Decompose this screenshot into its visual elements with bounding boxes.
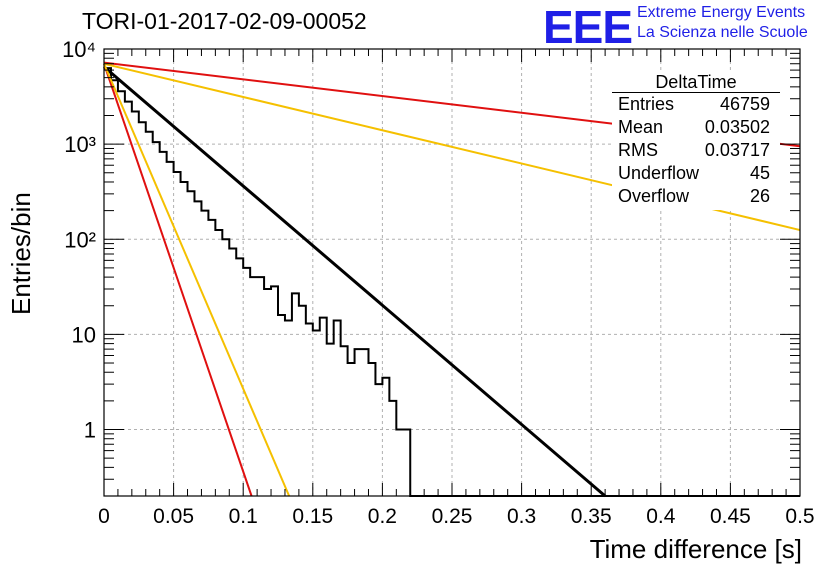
stats-label: RMS (618, 140, 658, 160)
y-axis-label: Entries/bin (6, 192, 36, 315)
x-tick-label: 0.1 (229, 505, 258, 528)
y-tick-label: 10³ (64, 132, 96, 157)
stats-value: 26 (749, 186, 770, 206)
x-tick-label: 0.5 (785, 505, 814, 528)
y-tick-label: 10 (72, 322, 96, 347)
stats-row-mean: Mean 0.03502 (618, 117, 770, 139)
y-tick-label: 1 (84, 418, 96, 443)
x-tick-label: 0.05 (153, 505, 194, 528)
x-tick-label: 0.35 (571, 505, 612, 528)
x-tick-label: 0.3 (507, 505, 536, 528)
stats-row-overflow: Overflow 26 (618, 186, 770, 208)
x-tick-label: 0.15 (292, 505, 333, 528)
x-tick-label: 0.25 (432, 505, 473, 528)
x-tick-label: 0 (98, 505, 110, 528)
stats-label: Entries (618, 94, 675, 114)
stats-row-entries: Entries 46759 (618, 94, 770, 116)
y-tick-label: 10⁴ (62, 37, 96, 62)
stats-value: 0.03502 (704, 117, 770, 137)
chart-title: TORI-01-2017-02-09-00052 (82, 8, 367, 34)
stats-value: 45 (749, 163, 770, 183)
stats-label: Overflow (618, 186, 690, 206)
x-axis-label: Time difference [s] (589, 534, 802, 564)
red-curve (103, 63, 253, 497)
stats-box: DeltaTime Entries 46759 Mean 0.03502 RMS… (612, 70, 780, 210)
axes: 0 0.05 0.1 0.15 0.2 0.25 0.3 0.35 0.4 0.45 0.5 1 10 1… (62, 37, 815, 528)
yellow-curve (103, 63, 291, 497)
plot-frame (103, 48, 801, 497)
stats-row-rms: RMS 0.03717 (618, 140, 770, 162)
x-tick-label: 0.4 (646, 505, 676, 528)
logo-line-1: Extreme Energy Events (637, 4, 806, 21)
stats-label: Mean (618, 117, 664, 137)
stats-title: DeltaTime (655, 72, 737, 92)
stats-title-underline (612, 92, 780, 93)
stats-row-underflow: Underflow 45 (618, 163, 770, 185)
stats-label: Underflow (618, 163, 700, 183)
eee-logo: EEE (543, 1, 633, 53)
stats-value: 0.03717 (704, 140, 770, 160)
logo-line-2: La Scienza nelle Scuole (637, 24, 808, 41)
stats-value: 46759 (719, 94, 770, 114)
y-tick-label: 10² (64, 227, 96, 252)
fit-line (103, 65, 607, 498)
x-tick-label: 0.2 (368, 505, 397, 528)
x-tick-label: 0.45 (710, 505, 751, 528)
